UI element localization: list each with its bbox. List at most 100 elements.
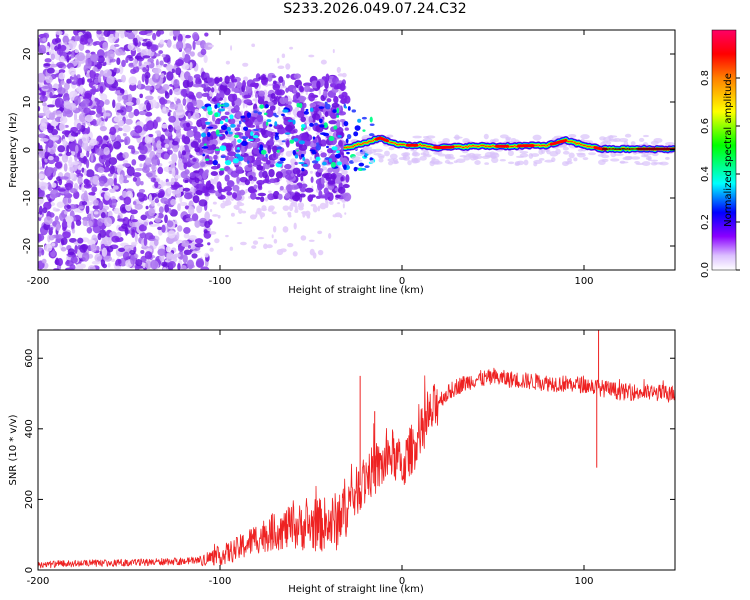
spectrogram-speckle xyxy=(62,110,67,118)
spectrogram-hotspot xyxy=(296,149,299,152)
spectrogram-speckle xyxy=(94,97,99,102)
spectrogram-blob xyxy=(287,101,292,105)
spectrogram-speckle xyxy=(138,110,147,116)
spectrogram-speckle xyxy=(159,39,165,45)
spectrogram-halo xyxy=(612,137,622,143)
spectrogram-hotspot xyxy=(369,116,373,123)
spectrogram-blob xyxy=(249,82,258,87)
spectrogram-speckle-faint xyxy=(271,211,277,215)
spectrogram-speckle xyxy=(131,241,138,245)
spectrogram-ridge-peak xyxy=(549,138,568,146)
spectrogram-speckle xyxy=(122,132,127,137)
spectrogram-blob xyxy=(257,192,267,197)
spectrogram-blob xyxy=(232,184,240,192)
spectrogram-speckle xyxy=(162,267,167,270)
spectrogram-speckle xyxy=(166,71,174,81)
spectrogram-speckle xyxy=(131,147,136,154)
spectrogram-hotspot xyxy=(337,135,342,138)
spectrogram-halo xyxy=(642,134,650,138)
spectrogram-ytick-label: -10 xyxy=(22,190,33,206)
spectrogram-blob xyxy=(184,179,189,183)
spectrogram-speckle xyxy=(107,177,114,186)
spectrogram-speckle xyxy=(143,221,149,226)
spectrogram-speckle xyxy=(65,151,72,157)
spectrogram-speckle xyxy=(82,98,90,104)
spectrogram-speckle xyxy=(59,116,68,124)
spectrogram-hotspot xyxy=(324,103,331,110)
spectrogram-blob xyxy=(217,185,223,194)
spectrogram-speckle-faint xyxy=(336,66,341,74)
spectrogram-hotspot xyxy=(326,145,329,149)
spectrogram-speckle xyxy=(67,220,72,229)
spectrogram-speckle xyxy=(58,153,63,157)
spectrogram-speckle xyxy=(157,202,161,207)
spectrogram-speckle xyxy=(135,259,143,267)
spectrogram-hotspot xyxy=(206,126,214,129)
spectrogram-hotspot xyxy=(302,163,308,167)
spectrogram-speckle xyxy=(204,252,209,258)
spectrogram-speckle xyxy=(84,114,94,123)
spectrogram-hotspot xyxy=(220,155,227,159)
spectrogram-speckle-faint xyxy=(225,197,231,202)
spectrogram-speckle xyxy=(56,94,63,98)
spectrogram-blob xyxy=(344,127,349,131)
spectrogram-hotspot xyxy=(323,132,330,137)
spectrogram-blob xyxy=(294,161,298,166)
spectrogram-speckle xyxy=(121,223,128,230)
spectrogram-speckle xyxy=(134,37,138,47)
spectrogram-speckle xyxy=(59,106,65,112)
spectrogram-blob xyxy=(308,194,313,203)
spectrogram-hotspot xyxy=(277,161,284,164)
spectrogram-blob xyxy=(224,75,230,85)
spectrogram-blob xyxy=(184,169,190,175)
spectrogram-hotspot xyxy=(300,153,305,158)
spectrogram-hotspot xyxy=(265,153,268,159)
spectrogram-speckle-faint xyxy=(207,44,215,48)
spectrogram-speckle xyxy=(87,38,94,43)
spectrogram-blob xyxy=(199,161,206,167)
spectrogram-hotspot xyxy=(331,146,338,151)
spectrogram-speckle xyxy=(191,253,198,259)
spectrogram-halo xyxy=(407,160,412,166)
spectrogram-speckle xyxy=(59,122,66,132)
spectrogram-halo xyxy=(484,162,490,165)
spectrogram-speckle xyxy=(159,98,168,105)
spectrogram-speckle xyxy=(74,35,81,42)
spectrogram-speckle xyxy=(113,43,120,48)
spectrogram-speckle xyxy=(45,167,51,177)
spectrogram-speckle xyxy=(69,237,77,243)
spectrogram-speckle xyxy=(78,31,84,36)
spectrogram-speckle xyxy=(99,229,107,238)
spectrogram-speckle-faint xyxy=(238,208,243,214)
spectrogram-blob xyxy=(300,175,304,182)
spectrogram-speckle xyxy=(152,32,157,41)
spectrogram-speckle xyxy=(166,38,172,48)
spectrogram-speckle xyxy=(158,50,164,55)
spectrogram-speckle xyxy=(42,37,47,42)
spectrogram-blob xyxy=(213,154,218,161)
spectrogram-hotspot xyxy=(253,110,258,114)
spectrogram-speckle xyxy=(161,224,166,233)
spectrogram-hotspot xyxy=(247,160,250,165)
spectrogram-halo xyxy=(549,150,559,157)
spectrogram-speckle xyxy=(159,190,165,197)
spectrogram-speckle xyxy=(192,32,199,41)
spectrogram-halo xyxy=(510,138,517,144)
spectrogram-speckle-faint xyxy=(252,240,259,245)
spectrogram-speckle xyxy=(50,189,59,199)
spectrogram-ytick-label: 10 xyxy=(22,96,33,109)
spectrogram-hotspot xyxy=(302,156,306,161)
snr-xlabel: Height of straight line (km) xyxy=(288,584,424,595)
spectrogram-speckle xyxy=(97,166,105,173)
spectrogram-speckle xyxy=(155,148,164,153)
spectrogram-speckle xyxy=(120,32,125,39)
spectrogram-speckle xyxy=(122,251,130,261)
spectrogram-speckle-faint xyxy=(222,200,225,203)
spectrogram-speckle xyxy=(53,166,58,172)
spectrogram-blob xyxy=(207,189,216,194)
spectrogram-blob xyxy=(199,142,205,147)
spectrogram-speckle xyxy=(70,150,76,156)
spectrogram-blob xyxy=(335,194,341,199)
spectrogram-halo xyxy=(410,149,417,152)
spectrogram-speckle xyxy=(38,106,41,112)
